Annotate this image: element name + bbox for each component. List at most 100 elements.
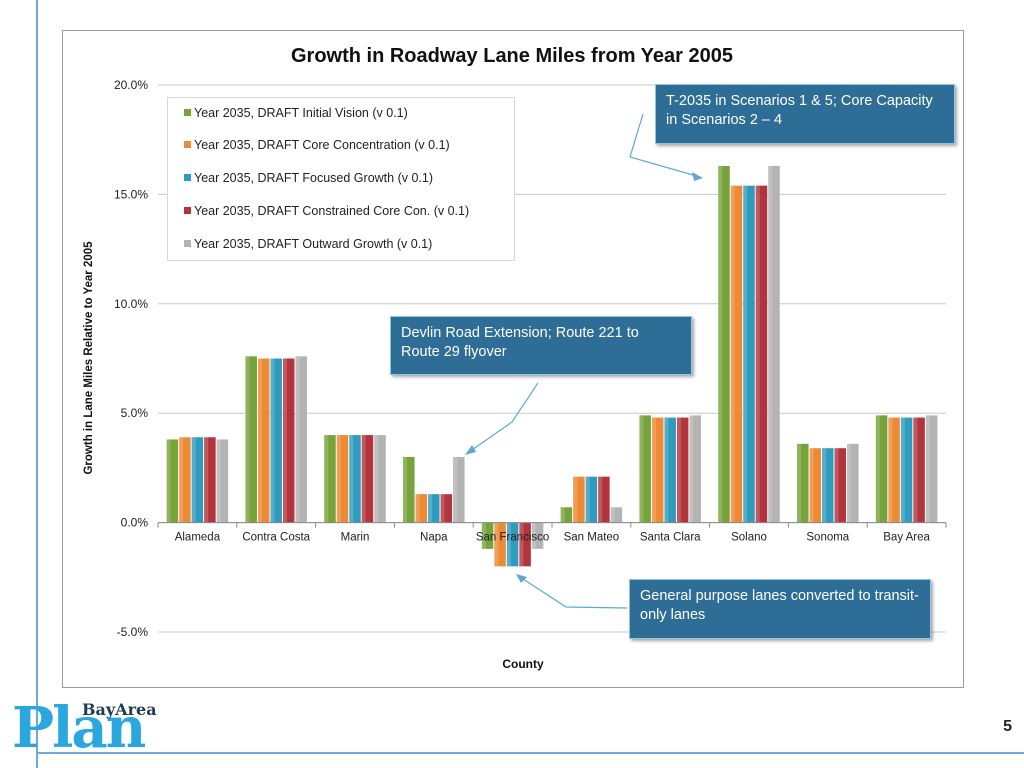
bar-highlight [415,494,420,523]
x-tick-label: Alameda [175,532,221,544]
callout-san-francisco: General purpose lanes converted to trans… [629,579,931,639]
bar-highlight [585,476,590,523]
bar [349,435,361,523]
bar [768,165,780,523]
legend-item: Year 2035, DRAFT Outward Growth (v 0.1) [184,237,432,251]
legend-label: Year 2035, DRAFT Core Concentration (v 0… [194,138,450,152]
bar [610,507,623,523]
bar-highlight [875,415,880,523]
callout-arrows [465,113,703,609]
chart-legend: Year 2035, DRAFT Initial Vision (v 0.1) … [167,97,515,261]
bar-highlight [743,185,748,523]
legend-item: Year 2035, DRAFT Focused Growth (v 0.1) [184,171,433,185]
y-tick-label: 10.0% [114,297,148,311]
bar [847,443,859,523]
legend-item: Year 2035, DRAFT Core Concentration (v 0… [184,138,450,152]
bar-highlight [403,456,408,523]
bar [730,185,743,523]
bar [718,165,730,523]
bar-highlight [453,456,458,523]
y-tick-label: 0.0% [121,516,149,530]
x-tick-label: Napa [420,532,448,544]
bar-highlight [216,439,221,523]
bar [834,448,847,523]
bar [664,417,676,523]
bar [191,437,204,523]
legend-label: Year 2035, DRAFT Outward Growth (v 0.1) [194,237,433,251]
legend-swatch-orange [184,141,191,148]
bar-highlight [166,439,171,523]
bar [403,456,415,523]
bar [506,522,519,567]
legend-label: Year 2035, DRAFT Initial Vision (v 0.1) [194,106,408,120]
legend-item: Year 2035, DRAFT Constrained Core Con. (… [184,204,469,218]
bar [560,507,573,523]
bar [336,435,349,523]
bar [216,439,229,523]
bar-highlight [913,417,918,523]
legend-swatch-red [184,207,191,214]
bar-highlight [245,356,250,523]
bar [282,358,295,523]
bar [573,476,585,523]
logo-plan-text: Plan [12,695,146,761]
bar [270,358,282,523]
bar [809,448,822,523]
x-tick-label: Contra Costa [242,532,310,544]
bar-highlight [822,448,827,523]
bar-highlight [768,165,773,523]
bar-highlight [560,507,565,523]
x-tick-label: San Mateo [564,532,620,544]
bar-highlight [676,417,681,523]
bar [481,522,494,549]
bar-highlight [494,522,499,567]
x-tick-label: Solano [731,532,767,544]
legend-swatch-green [184,109,191,116]
bar-highlight [324,435,329,523]
bar-highlight [204,437,209,523]
x-tick-label: Bay Area [883,532,930,544]
bar-highlight [664,417,669,523]
bar-highlight [519,522,524,567]
bar [415,494,428,523]
bar [755,185,768,523]
bar [179,437,191,523]
bar-highlight [257,358,262,523]
bar [374,435,386,523]
y-tick-label: 20.0% [114,78,148,92]
bar-highlight [639,415,644,523]
bar-highlight [797,443,802,523]
bar [257,358,270,523]
bar [585,476,598,523]
bayarea-plan-logo: Plan BayArea [12,700,162,758]
legend-label: Year 2035, DRAFT Focused Growth (v 0.1) [194,171,433,185]
bar [676,417,689,523]
bar-highlight [847,443,852,523]
bar [651,417,664,523]
x-tick-label: Santa Clara [640,532,701,544]
bar [639,415,651,523]
bar-highlight [270,358,275,523]
bar-highlight [191,437,196,523]
x-tick-label: Marin [341,532,370,544]
bar-highlight [361,435,366,523]
bar-highlight [834,448,839,523]
bar [324,435,336,523]
bar [295,356,307,523]
x-tick-label: Sonoma [806,532,849,544]
bar-highlight [888,417,893,523]
bar [888,417,900,523]
x-axis-label: County [502,657,544,671]
bar-highlight [481,522,486,549]
bar-highlight [428,494,433,523]
bar-highlight [755,185,760,523]
bar [204,437,216,523]
bar-highlight [900,417,905,523]
bar-highlight [718,165,723,523]
logo-bayarea-text: BayArea [82,700,157,719]
bar-highlight [598,476,603,523]
legend-swatch-gray [184,240,191,247]
bar [440,494,453,523]
bar [875,415,888,523]
bar-highlight [179,437,184,523]
